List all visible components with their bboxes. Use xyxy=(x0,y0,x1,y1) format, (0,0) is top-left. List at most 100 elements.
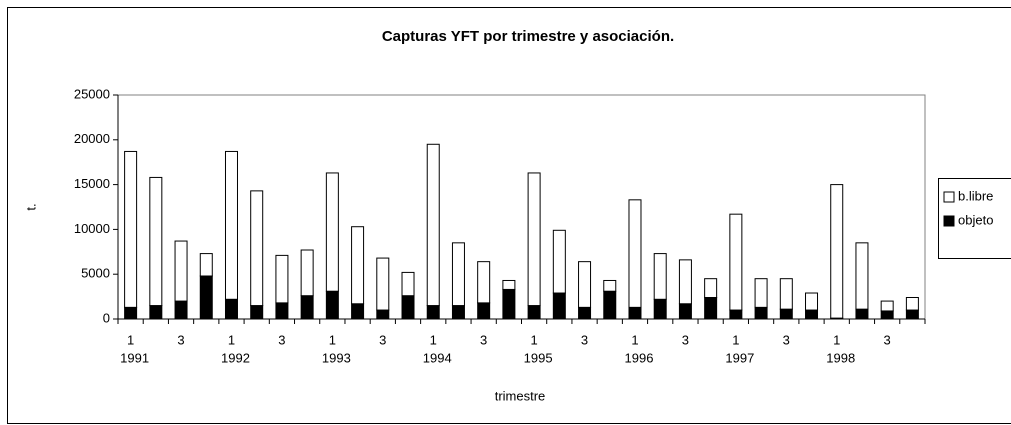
y-tick-label: 10000 xyxy=(74,221,110,236)
bar-segment xyxy=(578,306,592,320)
y-tick-label: 5000 xyxy=(81,266,110,281)
bar-segment xyxy=(704,278,718,298)
bar-segment xyxy=(224,298,238,320)
x-tick-label: 3 xyxy=(581,332,588,347)
bar-segment xyxy=(502,279,516,290)
year-label: 1995 xyxy=(524,350,553,365)
x-tick-label: 1 xyxy=(631,332,638,347)
bar-segment xyxy=(401,271,415,297)
x-tick-label: 1 xyxy=(530,332,537,347)
year-label: 1992 xyxy=(221,350,250,365)
bar-segment xyxy=(376,257,390,311)
year-label: 1998 xyxy=(826,350,855,365)
bar-segment xyxy=(376,309,390,320)
bar-segment xyxy=(754,306,768,320)
year-label: 1996 xyxy=(625,350,654,365)
bar-segment xyxy=(325,172,339,292)
bar-segment xyxy=(678,303,692,320)
bar-segment xyxy=(628,199,642,308)
bar-segment xyxy=(527,172,541,307)
bar-segment xyxy=(477,261,491,304)
legend-swatch xyxy=(943,215,955,227)
year-label: 1994 xyxy=(423,350,452,365)
bar-segment xyxy=(275,302,289,320)
legend-label: b.libre xyxy=(958,188,993,203)
year-label: 1997 xyxy=(725,350,754,365)
bar-segment xyxy=(401,295,415,320)
bar-segment xyxy=(426,305,440,320)
year-label: 1993 xyxy=(322,350,351,365)
bar-segment xyxy=(527,305,541,320)
bar-segment xyxy=(300,295,314,320)
bar-segment xyxy=(552,229,566,294)
bar-segment xyxy=(905,309,919,320)
x-tick-label: 3 xyxy=(379,332,386,347)
bar-segment xyxy=(653,253,667,300)
x-tick-label: 1 xyxy=(127,332,134,347)
bar-segment xyxy=(779,308,793,320)
bar-segment xyxy=(325,290,339,320)
bar-segment xyxy=(805,309,819,320)
bar-segment xyxy=(199,275,213,320)
bar-segment xyxy=(578,261,592,308)
bar-segment xyxy=(250,305,264,320)
bar-segment xyxy=(855,242,869,310)
bar-segment xyxy=(653,298,667,320)
bar-segment xyxy=(351,226,365,305)
x-tick-label: 3 xyxy=(783,332,790,347)
y-axis-label: t. xyxy=(23,203,38,210)
legend-label: objeto xyxy=(958,212,993,227)
bar-segment xyxy=(300,249,314,297)
year-label: 1991 xyxy=(120,350,149,365)
plot-area xyxy=(117,94,926,320)
bar-segment xyxy=(199,253,213,277)
bar-segment xyxy=(149,305,163,320)
x-tick-label: 1 xyxy=(430,332,437,347)
x-tick-label: 3 xyxy=(480,332,487,347)
bar-segment xyxy=(729,213,743,311)
bar-segment xyxy=(552,292,566,320)
x-tick-label: 3 xyxy=(177,332,184,347)
bar-segment xyxy=(805,292,819,311)
bar-segment xyxy=(880,310,894,320)
bar-segment xyxy=(855,308,869,320)
y-tick-label: 25000 xyxy=(74,86,110,101)
bar-segment xyxy=(704,296,718,320)
bar-segment xyxy=(250,190,264,307)
x-tick-label: 1 xyxy=(833,332,840,347)
bar-segment xyxy=(351,303,365,320)
bar-segment xyxy=(880,300,894,312)
bar-segment xyxy=(830,184,844,319)
bar-segment xyxy=(275,254,289,304)
bar-segment xyxy=(174,240,188,302)
bar-segment xyxy=(174,300,188,320)
bar-segment xyxy=(149,176,163,307)
bar-segment xyxy=(628,306,642,320)
bar-segment xyxy=(451,242,465,307)
bar-segment xyxy=(678,259,692,305)
bar-segment xyxy=(603,279,617,292)
bar-segment xyxy=(124,306,138,320)
x-axis-label: trimestre xyxy=(495,388,546,403)
bar-segment xyxy=(124,150,138,308)
x-tick-label: 3 xyxy=(884,332,891,347)
y-tick-label: 15000 xyxy=(74,176,110,191)
bar-segment xyxy=(905,296,919,311)
legend-swatch xyxy=(943,191,955,203)
bar-segment xyxy=(502,288,516,320)
y-tick-label: 0 xyxy=(103,310,110,325)
chart-title: Capturas YFT por trimestre y asociación. xyxy=(382,28,674,45)
bar-segment xyxy=(603,290,617,320)
bar-segment xyxy=(779,278,793,310)
y-tick-label: 20000 xyxy=(74,131,110,146)
x-tick-label: 3 xyxy=(278,332,285,347)
bar-segment xyxy=(451,305,465,320)
x-tick-label: 1 xyxy=(228,332,235,347)
bar-segment xyxy=(426,143,440,307)
bar-segment xyxy=(224,150,238,300)
bar-segment xyxy=(729,309,743,320)
x-tick-label: 3 xyxy=(682,332,689,347)
bar-segment xyxy=(754,278,768,308)
x-tick-label: 1 xyxy=(329,332,336,347)
